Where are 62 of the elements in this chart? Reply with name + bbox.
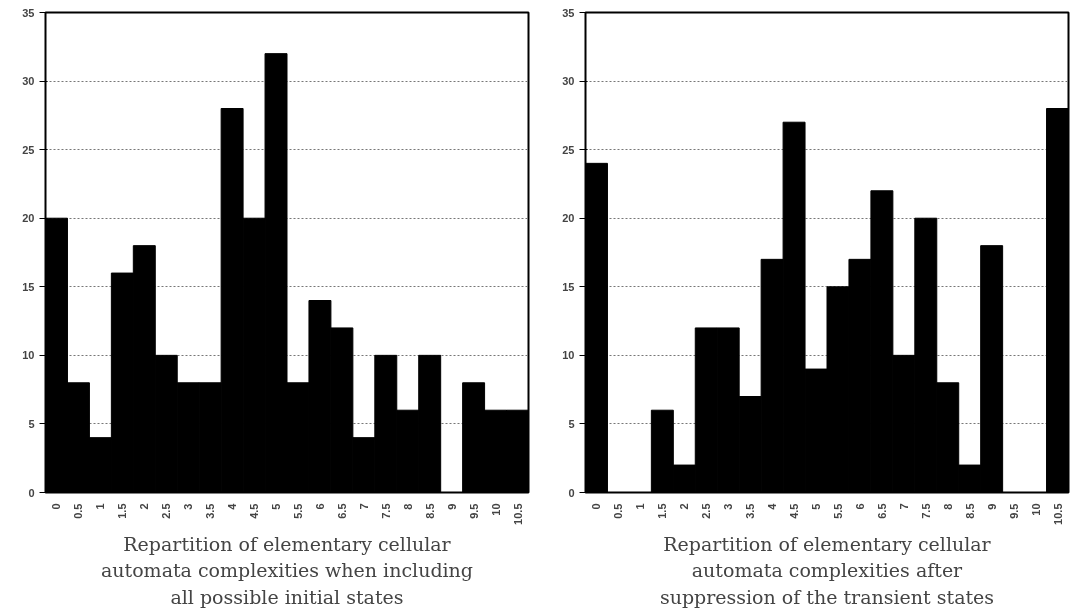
x-tick-label: 2 xyxy=(678,503,691,510)
y-tick-label: 35 xyxy=(22,6,35,19)
x-tick-label: 3 xyxy=(182,503,195,510)
x-tick-label: 1 xyxy=(94,503,107,510)
x-tick-label: 1 xyxy=(634,503,647,510)
y-tick-label: 35 xyxy=(562,6,575,19)
x-tick-label: 1.5 xyxy=(116,503,129,519)
x-tick-label: 3.5 xyxy=(204,503,217,519)
x-tick-label: 4 xyxy=(766,502,779,510)
x-tick-label: 2.5 xyxy=(700,503,713,519)
y-tick-label: 15 xyxy=(562,280,575,293)
y-tick-label: 25 xyxy=(562,143,575,156)
x-tick-label: 5.5 xyxy=(831,503,844,519)
x-tick-label: 10 xyxy=(489,503,502,516)
x-tick-label: 6.5 xyxy=(875,503,888,519)
x-axis-title: Repartition of elementary cellular automata complexities when including all possible initial states xyxy=(100,532,474,608)
x-tick-label: 7.5 xyxy=(379,503,392,519)
x-tick-label: 3.5 xyxy=(744,503,757,519)
x-tick-label: 6 xyxy=(313,503,326,510)
x-axis-title: Repartition of elementary cellular automata complexities after suppression of the transient states xyxy=(659,532,995,608)
x-tick-label: 0.5 xyxy=(612,503,625,519)
y-tick-label: 0 xyxy=(28,486,35,499)
x-tick-label: 1.5 xyxy=(656,503,669,519)
x-tick-label: 10.5 xyxy=(1051,503,1064,525)
x-tick-label: 8.5 xyxy=(423,503,436,519)
x-tick-label: 7 xyxy=(357,503,370,510)
x-tick-label: 8.5 xyxy=(963,503,976,519)
x-tick-label: 2 xyxy=(138,503,151,510)
x-tick-label: 7.5 xyxy=(919,503,932,519)
y-tick-label: 20 xyxy=(22,212,35,225)
x-tick-label: 6 xyxy=(853,503,866,510)
x-tick-label: 0 xyxy=(590,503,603,510)
x-tick-label: 9 xyxy=(985,503,998,510)
x-tick-label: 6.5 xyxy=(335,503,348,519)
x-tick-label: 8 xyxy=(941,503,954,510)
y-tick-label: 15 xyxy=(22,280,35,293)
x-tick-label: 0.5 xyxy=(72,503,85,519)
x-tick-label: 2.5 xyxy=(160,503,173,519)
x-tick-label: 4.5 xyxy=(248,503,261,519)
y-tick-label: 20 xyxy=(562,212,575,225)
x-tick-label: 9.5 xyxy=(1007,503,1020,519)
x-tick-label: 10.5 xyxy=(511,503,524,525)
y-tick-label: 25 xyxy=(22,143,35,156)
y-tick-label: 10 xyxy=(22,349,35,362)
x-tick-label: 9 xyxy=(445,503,458,510)
x-tick-label: 7 xyxy=(897,503,910,510)
x-tick-label: 8 xyxy=(401,503,414,510)
x-tick-label: 9.5 xyxy=(467,503,480,519)
y-tick-label: 10 xyxy=(562,349,575,362)
y-tick-label: 5 xyxy=(568,417,575,430)
x-tick-label: 5 xyxy=(810,503,823,510)
x-tick-label: 4.5 xyxy=(788,503,801,519)
y-tick-label: 30 xyxy=(22,75,35,88)
y-tick-label: 5 xyxy=(28,417,35,430)
y-tick-label: 30 xyxy=(562,75,575,88)
x-tick-label: 3 xyxy=(722,503,735,510)
x-tick-label: 0 xyxy=(50,503,63,510)
x-tick-label: 5.5 xyxy=(291,503,304,519)
y-tick-label: 0 xyxy=(568,486,575,499)
x-tick-label: 5 xyxy=(270,503,283,510)
x-tick-label: 4 xyxy=(226,502,239,510)
x-tick-label: 10 xyxy=(1029,503,1042,516)
